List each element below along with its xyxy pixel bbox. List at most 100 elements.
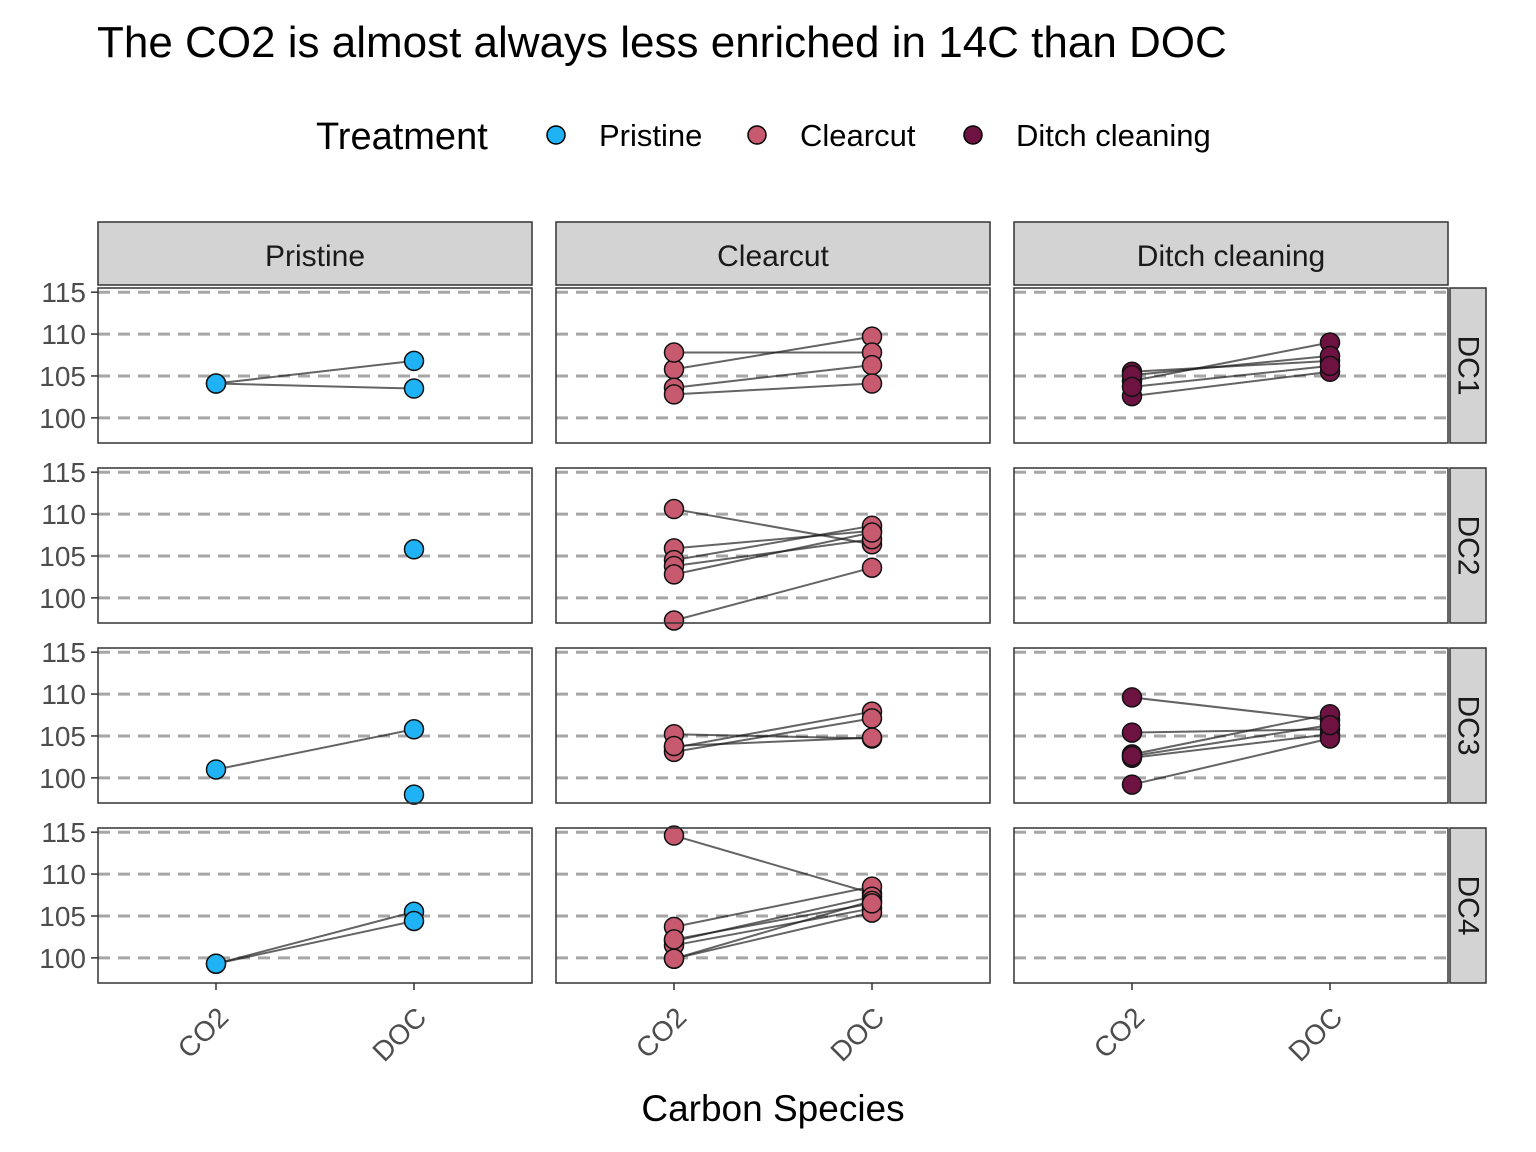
panel-dc1-clearcut xyxy=(555,287,991,444)
panel-border xyxy=(97,827,533,984)
row-strip-dc4 xyxy=(1449,827,1487,984)
panel-dc3-pristine xyxy=(97,647,533,805)
panel-border xyxy=(97,287,533,444)
panel-border xyxy=(1013,827,1449,984)
row-strip-dc2 xyxy=(1449,467,1487,624)
pair-line xyxy=(215,910,415,965)
data-point-co2 xyxy=(663,384,685,405)
column-strip-label-ditch-cleaning: Ditch cleaning xyxy=(1137,240,1325,273)
data-point-co2 xyxy=(205,373,227,394)
y-tick-label: 110 xyxy=(41,499,86,530)
y-tick-label: 100 xyxy=(39,403,86,434)
column-strip-label-pristine: Pristine xyxy=(265,240,365,273)
legend-key-clearcut xyxy=(747,125,767,145)
legend: Treatment Pristine Clearcut Ditch cleaning xyxy=(316,116,1211,158)
y-tick-label: 105 xyxy=(39,901,86,932)
column-strip-clearcut xyxy=(555,221,991,286)
data-point-co2 xyxy=(663,735,685,757)
pair-line xyxy=(673,899,873,960)
pair-line xyxy=(673,911,873,960)
pair-line xyxy=(673,529,873,550)
pair-line xyxy=(1131,733,1331,759)
legend-key-ditch-cleaning xyxy=(963,125,983,145)
panel-background xyxy=(556,468,990,623)
row-strip-label-dc3: DC3 xyxy=(1452,695,1485,755)
pair-line xyxy=(673,885,873,928)
data-point-co2 xyxy=(663,564,685,585)
data-point-doc xyxy=(861,708,883,729)
legend-label-ditch-cleaning: Ditch cleaning xyxy=(1016,118,1211,153)
panel-dc3-clearcut xyxy=(555,647,991,804)
panel-border xyxy=(555,647,991,804)
panel-dc1-ditch-cleaning xyxy=(1013,287,1449,444)
data-point-doc xyxy=(1319,714,1341,736)
pair-line xyxy=(673,566,873,622)
data-point-doc xyxy=(403,719,425,740)
pair-line xyxy=(1131,341,1331,382)
data-point-co2 xyxy=(1121,745,1143,767)
pair-line xyxy=(673,524,873,562)
pair-line xyxy=(1131,354,1331,377)
y-axis: 100 105 110 115 100 105 110 115 100 105 110 115 100 1… xyxy=(39,277,98,974)
legend-key-pristine xyxy=(546,125,566,145)
x-tick-label-doc: DOC xyxy=(824,1001,890,1067)
data-point-doc xyxy=(403,539,425,560)
y-tick-label: 110 xyxy=(41,679,86,710)
data-point-co2 xyxy=(205,953,227,974)
row-strip-label-dc4: DC4 xyxy=(1452,875,1485,935)
y-tick-label: 110 xyxy=(41,859,86,890)
panel-dc1-pristine xyxy=(97,287,533,444)
pair-line xyxy=(673,834,873,895)
panel-dc2-pristine xyxy=(97,467,533,624)
data-point-co2 xyxy=(663,342,685,363)
panel-background xyxy=(556,288,990,443)
panel-background xyxy=(556,648,990,803)
panel-dc4-pristine xyxy=(97,827,533,984)
panel-background xyxy=(98,828,532,983)
y-tick-label: 105 xyxy=(39,541,86,572)
panel-border xyxy=(1013,467,1449,624)
legend-label-clearcut: Clearcut xyxy=(800,118,916,153)
pair-line xyxy=(215,920,415,965)
column-strip-pristine xyxy=(97,221,533,286)
pair-line xyxy=(673,508,873,546)
panel-background xyxy=(556,828,990,983)
panel-border xyxy=(97,467,533,624)
pair-line xyxy=(673,531,873,576)
panel-dc2-clearcut xyxy=(555,467,991,631)
panel-background xyxy=(98,288,532,443)
y-tick-label: 100 xyxy=(39,943,86,974)
legend-title: Treatment xyxy=(316,116,488,158)
x-axis: CO2 DOC CO2 DOC CO2 DOC xyxy=(172,983,1348,1067)
panel-border xyxy=(97,647,533,804)
row-strip-dc1 xyxy=(1449,287,1487,444)
y-tick-label: 100 xyxy=(39,583,86,614)
chart-title: The CO2 is almost always less enriched i… xyxy=(97,18,1227,67)
y-tick-label: 105 xyxy=(39,361,86,392)
pair-line xyxy=(673,907,873,947)
data-point-co2 xyxy=(663,825,685,846)
pair-line xyxy=(1131,737,1331,786)
data-point-doc xyxy=(861,727,883,748)
panel-background xyxy=(98,468,532,623)
data-point-doc xyxy=(403,910,425,932)
data-point-co2 xyxy=(1121,722,1143,743)
panel-border xyxy=(1013,647,1449,804)
data-point-co2 xyxy=(663,498,685,520)
data-point-co2 xyxy=(663,610,685,631)
x-tick-label-doc: DOC xyxy=(1282,1001,1348,1067)
data-point-co2 xyxy=(1121,376,1143,398)
pair-line xyxy=(673,717,873,753)
data-point-co2 xyxy=(1121,774,1143,795)
data-point-doc xyxy=(403,784,425,805)
x-tick-label-doc: DOC xyxy=(366,1001,432,1067)
pair-line xyxy=(215,359,415,385)
pair-line xyxy=(673,710,873,749)
facet-panels: Pristine Clearcut Ditch cleaning DC1 DC2 DC3 D… xyxy=(97,221,1487,984)
data-point-doc xyxy=(403,378,425,399)
data-point-co2 xyxy=(663,929,685,950)
pair-line xyxy=(1131,364,1331,388)
legend-label-pristine: Pristine xyxy=(599,118,702,153)
data-point-doc xyxy=(861,557,883,578)
